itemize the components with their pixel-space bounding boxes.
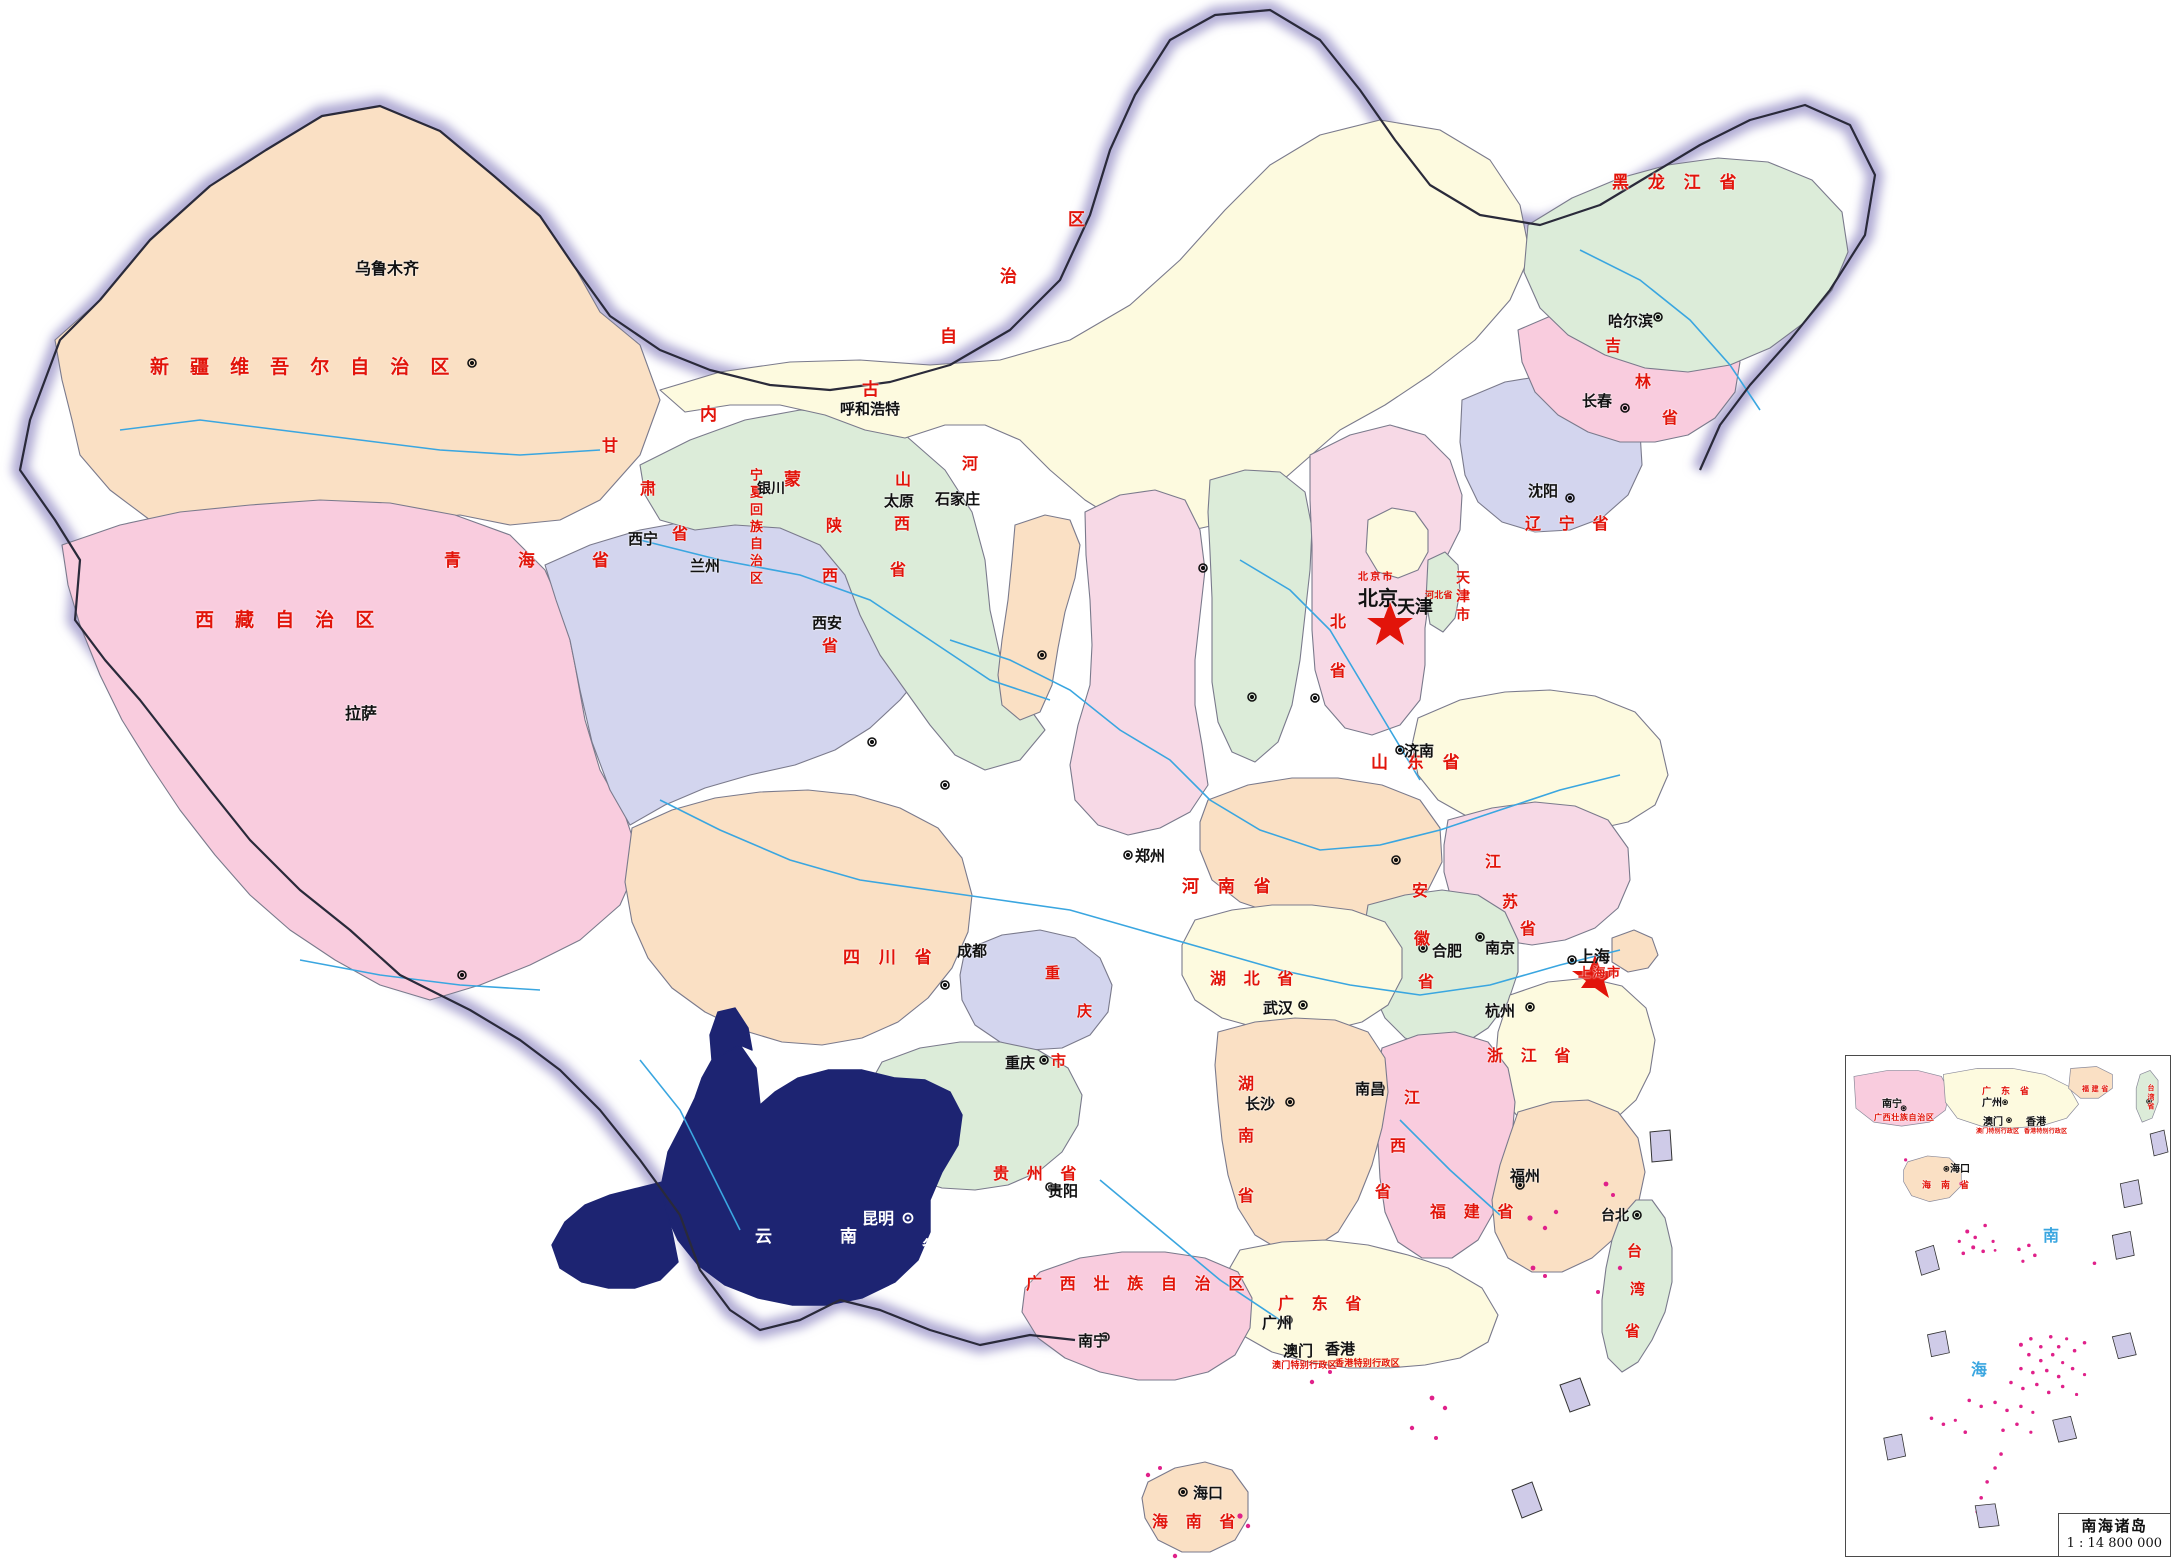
rivers <box>119 249 1761 1321</box>
province-fills <box>54 105 1849 1553</box>
province-hubei <box>1181 904 1403 1033</box>
province-yunnan-west-arm <box>551 1181 679 1289</box>
inset-fujian <box>2068 1066 2113 1099</box>
national-border-line <box>18 8 1877 1347</box>
province-guangdong <box>1219 1239 1499 1369</box>
inset-map-svg <box>1853 1066 2169 1529</box>
province-hunan <box>1214 1017 1389 1251</box>
province-hainan <box>1141 1461 1249 1553</box>
inset-hainan <box>1903 1155 1962 1203</box>
province-xinjiang <box>54 105 661 561</box>
province-shanxi <box>1207 469 1313 763</box>
inset-guangxi <box>1853 1070 1950 1127</box>
province-shanghai <box>1611 929 1659 973</box>
province-guangxi <box>1021 1251 1253 1381</box>
inset-reefs <box>1904 1158 2097 1514</box>
reef-markers-main <box>1145 1181 1623 1559</box>
province-shandong <box>1411 689 1669 833</box>
province-xizang <box>61 499 641 1001</box>
city-markers <box>457 312 1663 1497</box>
inset-scale-box: 南海诸岛 1 : 14 800 000 <box>2057 1513 2171 1557</box>
capital-star-markers <box>1367 602 1618 998</box>
inset-guangdong <box>1943 1068 2079 1129</box>
yunnan-capital-marker <box>902 1212 914 1224</box>
inset-sea-frames <box>1883 1129 2169 1529</box>
province-neimenggu <box>659 119 1531 536</box>
province-fujian <box>1491 1099 1646 1273</box>
inset-map-south-china-sea: 南宁 广西壮族自治区 广 东 省 广州 澳门 澳门特别行政区 香港 香港特别行政… <box>1845 1055 2171 1557</box>
province-shaanxi <box>1069 489 1209 836</box>
inset-scale: 1 : 14 800 000 <box>2066 1535 2162 1551</box>
inset-taiwan <box>2135 1070 2159 1123</box>
province-hebei <box>1309 424 1463 736</box>
province-tianjin <box>1425 551 1461 633</box>
province-chongqing <box>959 929 1113 1051</box>
province-beijing <box>1365 507 1429 579</box>
sea-frames-main <box>1511 1129 1673 1519</box>
province-sichuan <box>624 789 973 1046</box>
inset-title: 南海诸岛 <box>2081 1517 2148 1535</box>
province-taiwan <box>1601 1199 1673 1373</box>
